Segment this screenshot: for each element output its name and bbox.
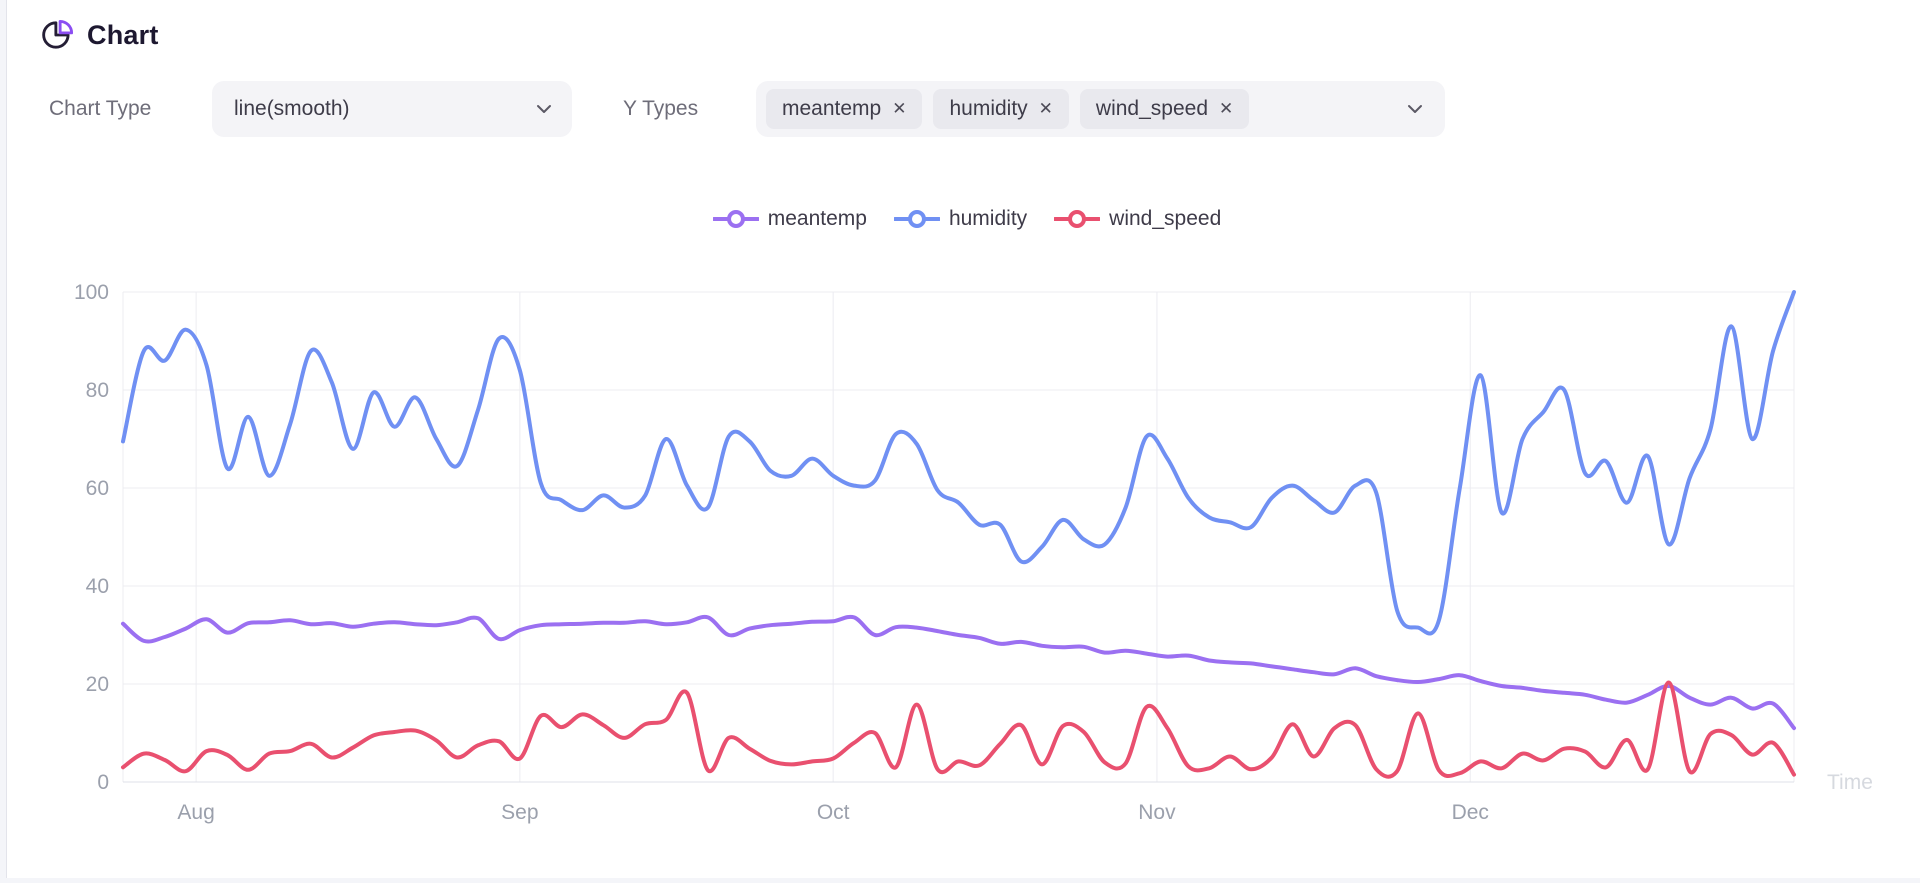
y-types-tags: meantemp ✕ humidity ✕ wind_speed ✕ (766, 89, 1407, 129)
legend-marker-icon (712, 210, 759, 228)
legend-item-meantemp[interactable]: meantemp (712, 207, 867, 231)
line-chart: 0 20 40 60 80 100 Aug Sep Oct Nov Dec Time (74, 281, 1873, 824)
chevron-down-icon[interactable] (1407, 104, 1423, 114)
series-line-humidity (121, 290, 1796, 636)
pie-chart-icon (42, 19, 74, 49)
chart-type-select[interactable]: line(smooth) (212, 81, 572, 137)
y-type-tag-label: humidity (949, 97, 1028, 120)
chart-area: 0 20 40 60 80 100 Aug Sep Oct Nov Dec Time (7, 230, 1920, 878)
chart-type-value: line(smooth) (234, 97, 350, 120)
y-axis-tick-label: 20 (86, 673, 109, 696)
page-title: Chart (87, 19, 159, 50)
y-axis-tick-label: 0 (97, 771, 109, 794)
legend-item-humidity[interactable]: humidity (893, 207, 1028, 231)
y-axis-tick-label: 40 (86, 575, 109, 598)
legend-item-wind_speed[interactable]: wind_speed (1054, 207, 1221, 231)
chevron-down-icon[interactable] (536, 104, 552, 114)
legend-label: meantemp (767, 207, 867, 230)
x-axis-tick-label: Aug (177, 801, 214, 824)
chart-legend: meantemp humidity wind_speed (7, 207, 1920, 231)
y-axis-tick-label: 100 (74, 281, 109, 304)
legend-marker-icon (1054, 210, 1101, 228)
x-axis-tick-label: Sep (501, 801, 538, 824)
legend-marker-icon (893, 210, 940, 228)
x-axis-tick-label: Dec (1452, 801, 1489, 824)
chart-panel: Chart Chart Type line(smooth) Y Types me… (6, 0, 1920, 878)
y-types-label: Y Types (623, 97, 699, 120)
remove-icon[interactable]: ✕ (892, 99, 907, 118)
legend-label: humidity (948, 207, 1028, 230)
remove-icon[interactable]: ✕ (1219, 99, 1234, 118)
chart-type-label: Chart Type (49, 97, 152, 120)
series-line-wind_speed (121, 680, 1796, 779)
y-types-multiselect[interactable]: meantemp ✕ humidity ✕ wind_speed ✕ (756, 81, 1445, 137)
remove-icon[interactable]: ✕ (1038, 99, 1053, 118)
y-type-tag-meantemp[interactable]: meantemp ✕ (766, 89, 923, 129)
y-type-tag-wind_speed[interactable]: wind_speed ✕ (1079, 89, 1250, 129)
panel-header: Chart (41, 18, 159, 52)
x-axis-tick-label: Nov (1138, 801, 1176, 824)
x-axis-tick-label: Oct (817, 801, 850, 824)
y-type-tag-label: wind_speed (1095, 97, 1209, 120)
x-axis-name: Time (1827, 771, 1873, 794)
y-type-tag-label: meantemp (782, 97, 882, 120)
series-line-meantemp (121, 614, 1796, 731)
y-type-tag-humidity[interactable]: humidity ✕ (933, 89, 1069, 129)
y-axis-tick-label: 60 (86, 477, 109, 500)
legend-label: wind_speed (1109, 207, 1222, 230)
y-axis-tick-label: 80 (86, 379, 109, 402)
